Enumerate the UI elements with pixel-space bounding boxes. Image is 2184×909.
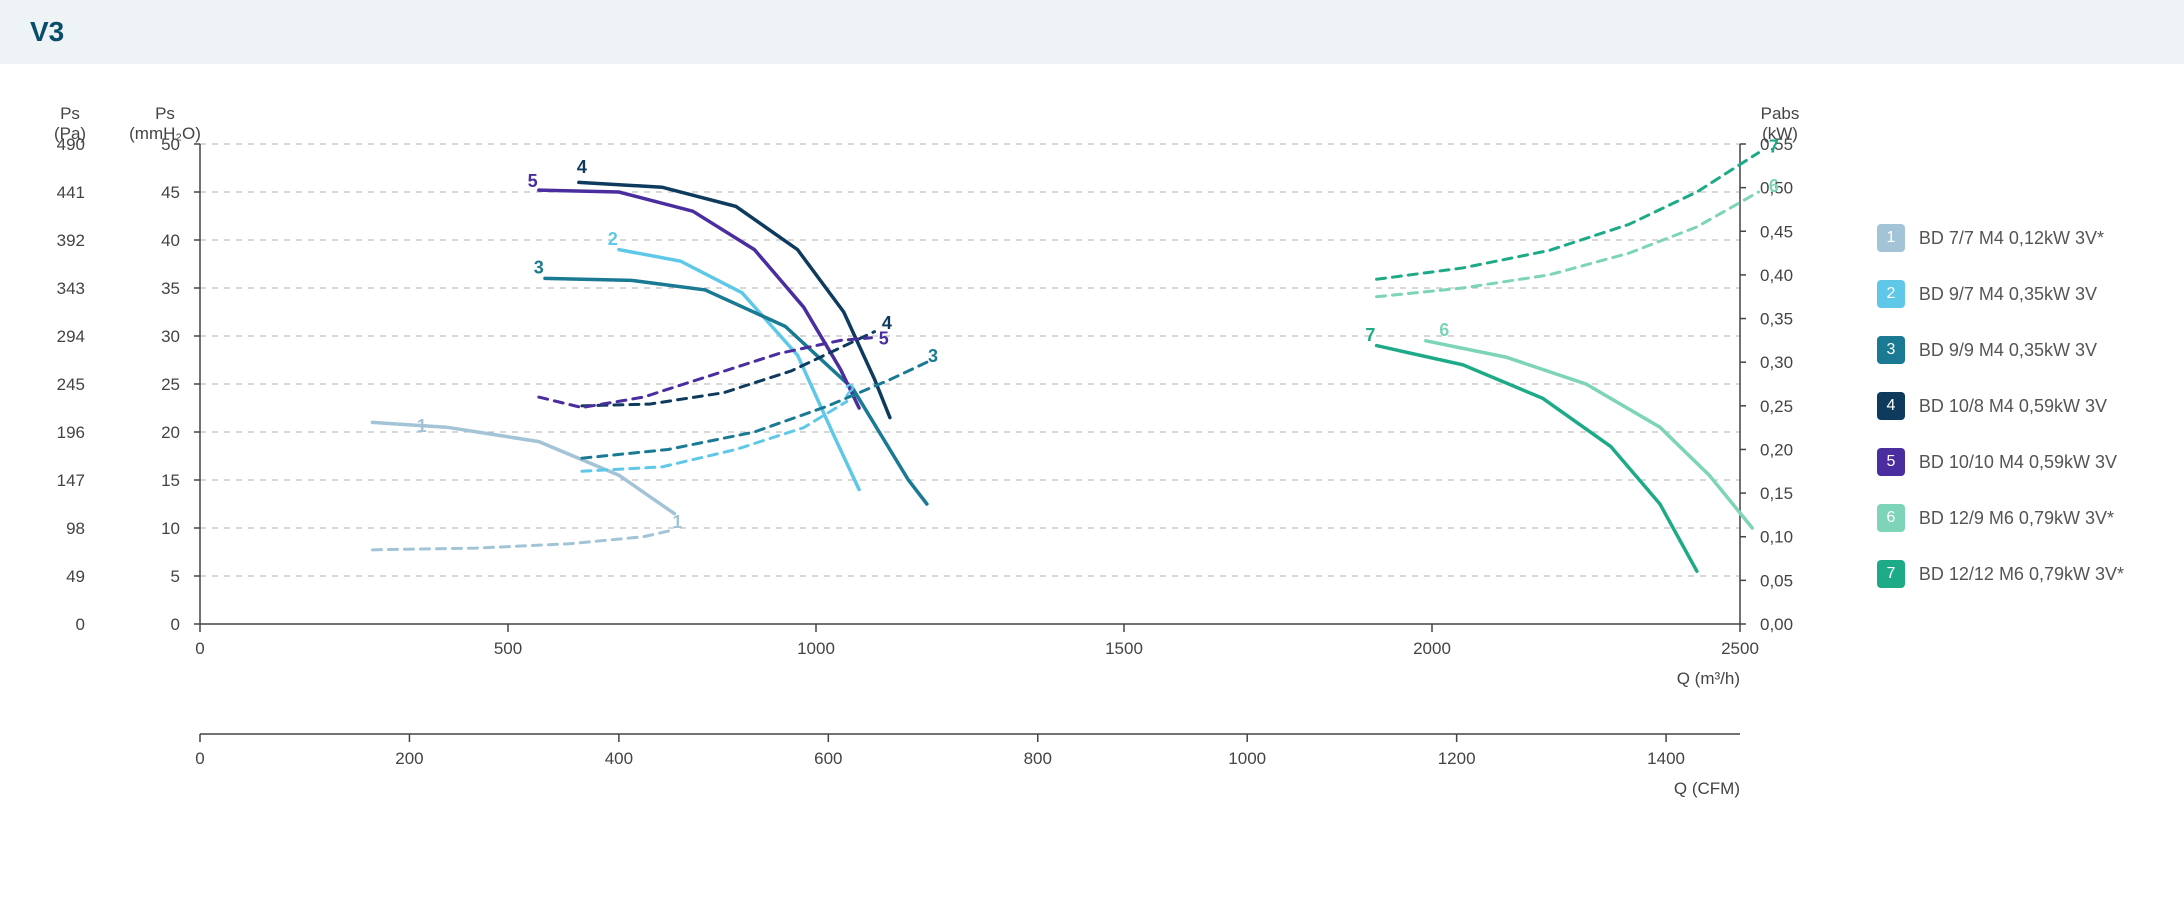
svg-text:1400: 1400 bbox=[1647, 749, 1685, 768]
svg-text:1500: 1500 bbox=[1105, 639, 1143, 658]
svg-text:25: 25 bbox=[161, 375, 180, 394]
svg-text:0,25: 0,25 bbox=[1760, 397, 1793, 416]
svg-text:200: 200 bbox=[395, 749, 423, 768]
svg-text:392: 392 bbox=[57, 231, 85, 250]
svg-text:343: 343 bbox=[57, 279, 85, 298]
svg-text:3: 3 bbox=[928, 346, 938, 366]
svg-text:30: 30 bbox=[161, 327, 180, 346]
svg-text:Ps: Ps bbox=[60, 104, 80, 123]
svg-text:0,10: 0,10 bbox=[1760, 528, 1793, 547]
svg-text:2: 2 bbox=[608, 229, 618, 249]
svg-text:6: 6 bbox=[1769, 176, 1779, 196]
svg-text:Ps: Ps bbox=[155, 104, 175, 123]
svg-text:5: 5 bbox=[879, 329, 889, 349]
legend-label: BD 7/7 M4 0,12kW 3V* bbox=[1919, 228, 2104, 249]
legend-item-5: 5 BD 10/10 M4 0,59kW 3V bbox=[1877, 448, 2124, 476]
svg-text:98: 98 bbox=[66, 519, 85, 538]
svg-text:294: 294 bbox=[57, 327, 85, 346]
chart-svg: 0049598101471519620245252943034335392404… bbox=[0, 84, 1800, 904]
svg-text:40: 40 bbox=[161, 231, 180, 250]
chart-title: V3 bbox=[30, 16, 2154, 48]
svg-text:0: 0 bbox=[195, 639, 204, 658]
legend-swatch: 1 bbox=[1877, 224, 1905, 252]
svg-text:5: 5 bbox=[528, 171, 538, 191]
svg-text:0,20: 0,20 bbox=[1760, 440, 1793, 459]
svg-text:3: 3 bbox=[534, 258, 544, 278]
chart-container: 0049598101471519620245252943034335392404… bbox=[0, 84, 2184, 909]
svg-text:Pabs: Pabs bbox=[1761, 104, 1800, 123]
svg-text:1000: 1000 bbox=[1228, 749, 1266, 768]
legend-swatch: 4 bbox=[1877, 392, 1905, 420]
svg-text:1: 1 bbox=[417, 416, 427, 436]
svg-text:0,30: 0,30 bbox=[1760, 353, 1793, 372]
svg-text:(kW): (kW) bbox=[1762, 124, 1798, 143]
svg-text:0,05: 0,05 bbox=[1760, 571, 1793, 590]
legend-swatch: 3 bbox=[1877, 336, 1905, 364]
svg-text:1000: 1000 bbox=[797, 639, 835, 658]
legend-item-2: 2 BD 9/7 M4 0,35kW 3V bbox=[1877, 280, 2124, 308]
legend-label: BD 10/10 M4 0,59kW 3V bbox=[1919, 452, 2117, 473]
svg-text:0,00: 0,00 bbox=[1760, 615, 1793, 634]
legend-label: BD 12/12 M6 0,79kW 3V* bbox=[1919, 564, 2124, 585]
svg-text:2500: 2500 bbox=[1721, 639, 1759, 658]
svg-text:15: 15 bbox=[161, 471, 180, 490]
svg-text:147: 147 bbox=[57, 471, 85, 490]
legend-swatch: 6 bbox=[1877, 504, 1905, 532]
svg-text:(mmH₂O): (mmH₂O) bbox=[129, 124, 201, 143]
svg-text:35: 35 bbox=[161, 279, 180, 298]
legend-swatch: 2 bbox=[1877, 280, 1905, 308]
svg-text:1: 1 bbox=[672, 512, 682, 532]
svg-text:6: 6 bbox=[1439, 320, 1449, 340]
svg-text:(Pa): (Pa) bbox=[54, 124, 86, 143]
legend-swatch: 7 bbox=[1877, 560, 1905, 588]
svg-text:0,40: 0,40 bbox=[1760, 266, 1793, 285]
legend-label: BD 9/9 M4 0,35kW 3V bbox=[1919, 340, 2097, 361]
svg-text:0,45: 0,45 bbox=[1760, 222, 1793, 241]
svg-text:196: 196 bbox=[57, 423, 85, 442]
legend-item-1: 1 BD 7/7 M4 0,12kW 3V* bbox=[1877, 224, 2124, 252]
svg-text:0: 0 bbox=[171, 615, 180, 634]
svg-text:Q (CFM): Q (CFM) bbox=[1674, 779, 1740, 798]
svg-text:600: 600 bbox=[814, 749, 842, 768]
svg-text:0,35: 0,35 bbox=[1760, 310, 1793, 329]
svg-text:7: 7 bbox=[1365, 325, 1375, 345]
svg-text:4: 4 bbox=[577, 157, 587, 177]
chart-header: V3 bbox=[0, 0, 2184, 64]
svg-text:49: 49 bbox=[66, 567, 85, 586]
svg-text:0: 0 bbox=[76, 615, 85, 634]
svg-text:10: 10 bbox=[161, 519, 180, 538]
legend-label: BD 9/7 M4 0,35kW 3V bbox=[1919, 284, 2097, 305]
svg-text:45: 45 bbox=[161, 183, 180, 202]
svg-text:7: 7 bbox=[1769, 137, 1779, 157]
legend-swatch: 5 bbox=[1877, 448, 1905, 476]
svg-text:5: 5 bbox=[171, 567, 180, 586]
svg-text:441: 441 bbox=[57, 183, 85, 202]
svg-text:245: 245 bbox=[57, 375, 85, 394]
legend-item-3: 3 BD 9/9 M4 0,35kW 3V bbox=[1877, 336, 2124, 364]
legend-item-6: 6 BD 12/9 M6 0,79kW 3V* bbox=[1877, 504, 2124, 532]
svg-text:0: 0 bbox=[195, 749, 204, 768]
svg-text:500: 500 bbox=[494, 639, 522, 658]
svg-text:0,15: 0,15 bbox=[1760, 484, 1793, 503]
svg-text:2000: 2000 bbox=[1413, 639, 1451, 658]
svg-text:400: 400 bbox=[605, 749, 633, 768]
legend-label: BD 12/9 M6 0,79kW 3V* bbox=[1919, 508, 2114, 529]
svg-text:1200: 1200 bbox=[1438, 749, 1476, 768]
legend-item-7: 7 BD 12/12 M6 0,79kW 3V* bbox=[1877, 560, 2124, 588]
legend-label: BD 10/8 M4 0,59kW 3V bbox=[1919, 396, 2107, 417]
legend: 1 BD 7/7 M4 0,12kW 3V* 2 BD 9/7 M4 0,35kW 3… bbox=[1877, 224, 2124, 616]
svg-text:800: 800 bbox=[1024, 749, 1052, 768]
svg-text:20: 20 bbox=[161, 423, 180, 442]
svg-text:Q (m³/h): Q (m³/h) bbox=[1677, 669, 1740, 688]
legend-item-4: 4 BD 10/8 M4 0,59kW 3V bbox=[1877, 392, 2124, 420]
